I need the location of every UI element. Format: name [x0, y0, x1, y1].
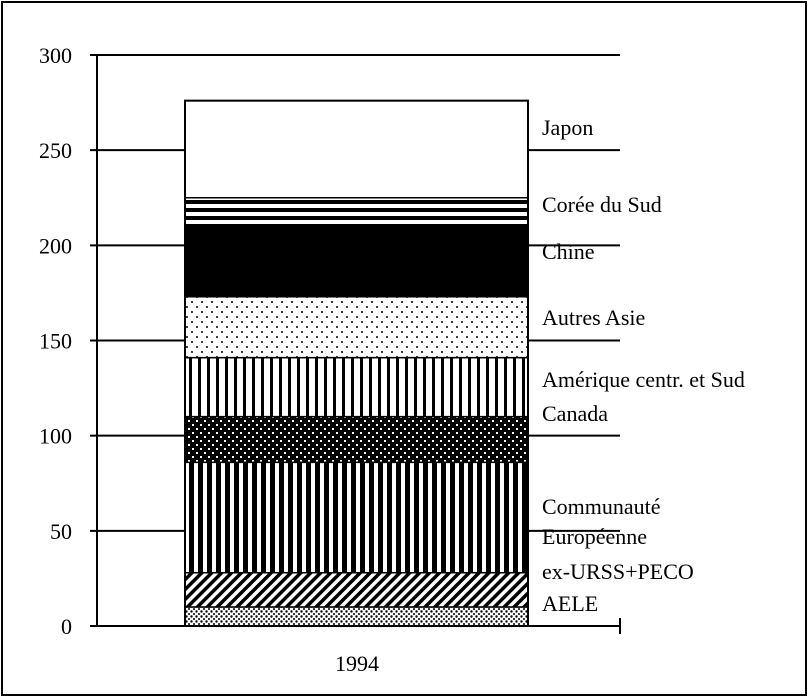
- legend-label-autres-asie: Autres Asie: [542, 305, 645, 330]
- legend-label-canada: Canada: [542, 401, 608, 426]
- legend-label-ex-urss-peco: ex-URSS+PECO: [542, 559, 694, 584]
- legend-label-am-rique-centr-et-sud: Amérique centr. et Sud: [542, 367, 745, 392]
- y-tick-label: 250: [39, 138, 72, 163]
- legend-label-chine: Chine: [542, 239, 595, 264]
- y-tick-label: 200: [39, 233, 72, 258]
- bar-segment-communaut-europ-enne: [184, 461, 529, 574]
- y-tick-label: 150: [39, 329, 72, 354]
- bar-segment-cor-e-du-sud: [184, 197, 529, 228]
- legend-label-cor-e-du-sud: Corée du Sud: [542, 192, 662, 217]
- y-tick-label: 300: [39, 43, 72, 68]
- y-axis: 0 50 100 150 200 250 300: [39, 43, 620, 639]
- legend-label-aele: AELE: [542, 591, 598, 616]
- bar-segment-autres-asie: [184, 295, 529, 359]
- legend: AELE ex-URSS+PECO Communauté Européenne Cana…: [542, 115, 745, 616]
- y-tick-label: 50: [50, 519, 72, 544]
- bar-segment-aele: [184, 606, 529, 627]
- bar-segment-ex-urss-peco: [184, 571, 529, 608]
- legend-label-communaut-europ-enne: Communauté: [542, 494, 661, 519]
- bar-segment-am-rique-centr-et-sud: [184, 356, 529, 418]
- legend-label-japon: Japon: [542, 115, 593, 140]
- y-tick-label: 100: [39, 424, 72, 449]
- y-tick-label: 0: [61, 614, 72, 639]
- bar-segment-japon: [184, 99, 529, 199]
- x-tick-label: 1994: [335, 651, 379, 676]
- bar-segment-chine: [184, 225, 529, 298]
- bar-segment-canada: [184, 415, 529, 464]
- legend-label-communaut-europ-enne: Européenne: [542, 524, 647, 549]
- bar-segments: [184, 99, 529, 628]
- x-axis: 1994: [97, 618, 621, 676]
